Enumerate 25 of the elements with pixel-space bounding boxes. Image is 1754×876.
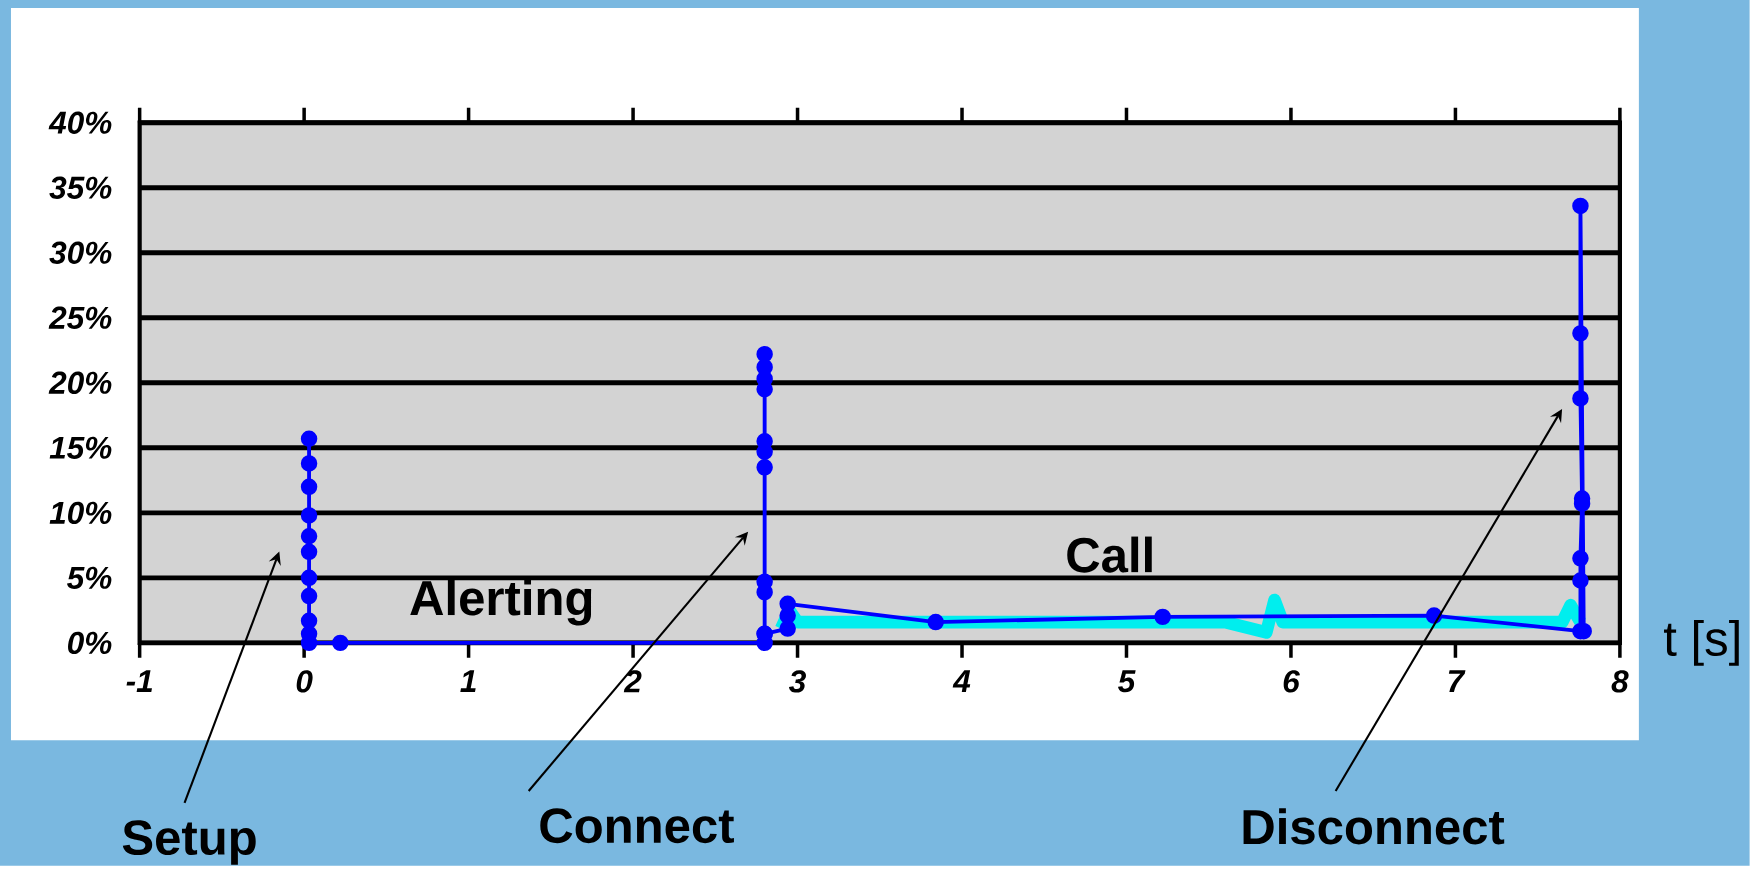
- y-tick-label: 5%: [67, 566, 112, 589]
- y-tick-label: 25%: [48, 306, 112, 329]
- x-axis-title: t [s]: [1664, 619, 1739, 666]
- text: Disconnect: [1243, 808, 1505, 845]
- x-tick-label: 1: [460, 669, 476, 692]
- x-tick-label: 0: [296, 669, 313, 693]
- text: Connect: [540, 808, 734, 843]
- x-tick-label: 4: [952, 669, 971, 692]
- x-tick-label: 5: [1118, 669, 1136, 693]
- y-tick-label: 10%: [49, 501, 112, 524]
- y-tick-label: 20%: [48, 371, 112, 394]
- y-tick-label: 35%: [49, 176, 112, 199]
- text: Setup: [122, 820, 256, 865]
- x-tick-label: 6: [1283, 669, 1300, 693]
- y-tick-label: 0%: [68, 631, 112, 654]
- x-tick-label: 3: [788, 669, 806, 693]
- annotation: Alerting: [410, 579, 592, 626]
- annotation: Call: [1067, 536, 1152, 573]
- x-tick-label: -1: [126, 669, 152, 692]
- x-tick-label: 2: [623, 669, 642, 693]
- x-tick-label: 7: [1448, 669, 1466, 692]
- x-tick-label: 8: [1611, 669, 1629, 693]
- y-tick-label: 40%: [48, 111, 112, 134]
- y-tick-label: 15%: [49, 436, 112, 459]
- y-tick-label: 30%: [49, 241, 112, 264]
